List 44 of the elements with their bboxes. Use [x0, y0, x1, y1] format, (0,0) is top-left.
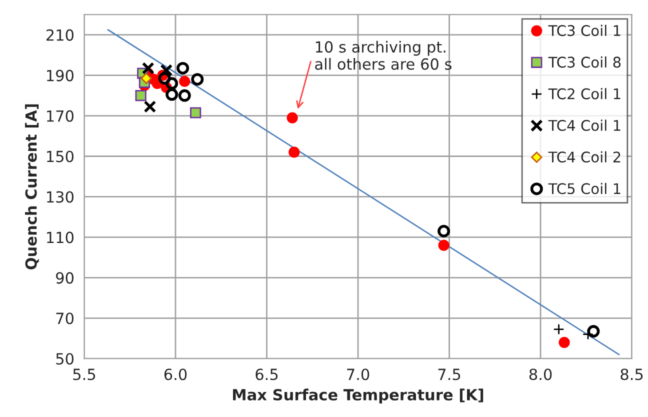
y-tick-label: 110 — [47, 232, 74, 244]
x-tick-label: 6.5 — [256, 368, 278, 380]
legend-label: TC2 Coil 1 — [548, 88, 620, 100]
point — [176, 62, 190, 74]
point — [135, 90, 146, 102]
point — [166, 88, 178, 101]
point — [140, 72, 152, 84]
y-tick-label: 90 — [56, 272, 74, 284]
point — [286, 112, 298, 124]
legend-label: TC4 Coil 1 — [548, 120, 620, 131]
y-tick-label: 50 — [56, 353, 74, 365]
x-axis-title: Max Surface Temperature [K] — [233, 388, 484, 404]
legend-label: TC3 Coil 1 — [548, 24, 620, 36]
point — [144, 100, 156, 113]
x-tick-label: 8.0 — [529, 368, 552, 380]
y-tick-label: 170 — [47, 110, 74, 122]
point — [438, 224, 450, 238]
legend-label: TC3 Coil 8 — [548, 56, 621, 68]
point — [190, 107, 202, 118]
point — [179, 76, 190, 87]
point — [558, 336, 570, 348]
point — [288, 146, 300, 158]
x-tick-label: 6.0 — [164, 368, 187, 380]
point — [191, 73, 204, 86]
legend-label: TC4 Coil 2 — [548, 151, 620, 163]
y-tick-label: 130 — [47, 191, 74, 203]
annotation: 10 s archiving pt. all others are 60 s — [315, 40, 452, 70]
y-tick-label: 150 — [47, 150, 74, 162]
point — [142, 62, 154, 74]
x-tick-label: 8.5 — [620, 368, 643, 380]
point — [166, 77, 178, 90]
legend-label: TC5 Coil 1 — [548, 182, 620, 194]
x-tick-label: 5.5 — [73, 368, 96, 380]
x-tick-label: 7.5 — [438, 368, 460, 380]
point — [160, 64, 173, 76]
y-tick-label: 190 — [47, 70, 74, 82]
y-tick-label: 70 — [56, 312, 74, 324]
y-axis-title: Quench Current [A] — [25, 104, 39, 270]
x-tick-label: 7.0 — [347, 368, 370, 380]
point — [158, 72, 171, 85]
point — [178, 89, 191, 102]
point — [438, 240, 450, 251]
point — [587, 325, 600, 338]
y-tick-label: 210 — [46, 29, 74, 41]
